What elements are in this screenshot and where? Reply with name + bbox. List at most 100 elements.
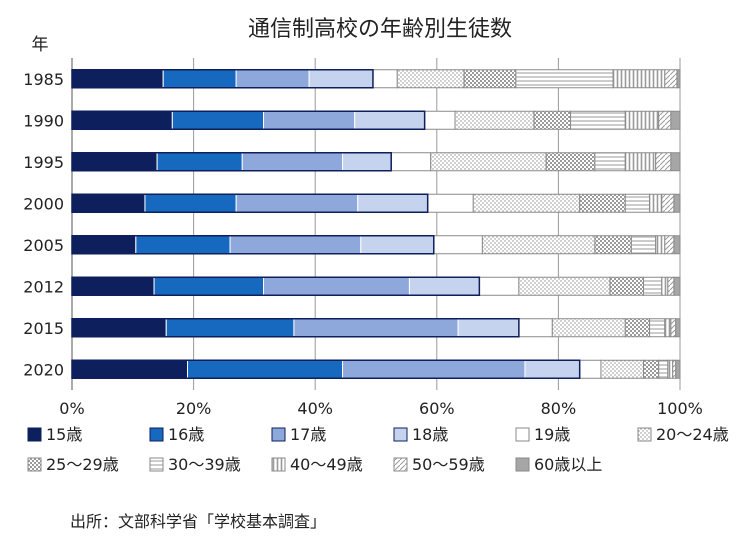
bar-segment (551, 318, 626, 338)
under-19-outline (71, 276, 481, 296)
bar-segment (655, 235, 666, 255)
bar-segment (71, 69, 164, 89)
bar-segment (670, 152, 681, 172)
bar-segment (463, 69, 517, 89)
legend: 15歳 16歳 17歳 18歳 19歳 20～24歳 25～29歳 30～39歳 40～49歳 5… (27, 425, 729, 474)
legend-swatch (515, 427, 530, 442)
bar-segment (630, 235, 657, 255)
legend-swatch (393, 457, 408, 472)
bar-segment (594, 152, 626, 172)
category-label: 2005 (23, 236, 64, 255)
x-tick-label: 0% (59, 399, 84, 418)
legend-swatch (27, 457, 42, 472)
bar-segment (144, 193, 237, 213)
bar-segment (664, 318, 672, 338)
under-19-outline (71, 318, 520, 338)
gridlines (71, 58, 681, 390)
bar-segment (408, 276, 480, 296)
legend-label: 60歳以上 (534, 455, 602, 474)
x-tick-label: 100% (657, 399, 703, 418)
bar-segment (649, 193, 663, 213)
x-tick-label: 60% (419, 399, 455, 418)
bar-segment (673, 235, 681, 255)
bar-segment (675, 318, 681, 338)
legend-label: 40～49歳 (290, 455, 363, 474)
bar-segment (162, 69, 237, 89)
bar-segment (518, 276, 611, 296)
bar-segment (670, 318, 677, 338)
legend-label: 50～59歳 (412, 455, 485, 474)
bar-segment (71, 152, 158, 172)
bar-segment (156, 152, 243, 172)
bar-segment (661, 276, 669, 296)
under-19-outline (71, 69, 374, 89)
bar-segment (600, 359, 645, 379)
bar-segment (658, 110, 672, 130)
category-label: 1990 (23, 111, 64, 130)
bar-segment (372, 69, 398, 89)
bar-segment (71, 359, 189, 379)
legend-swatch (515, 457, 530, 472)
bar-segment (241, 152, 344, 172)
legend-label: 18歳 (412, 425, 448, 444)
chart-title: 通信制高校の年齢別生徒数 (248, 17, 512, 42)
bar-segment (655, 152, 672, 172)
bar-segment (649, 318, 666, 338)
bar-segment (263, 276, 410, 296)
bar-segment (457, 318, 520, 338)
bar-segment (293, 318, 459, 338)
bar-segment (472, 193, 581, 213)
bar-segment (667, 276, 675, 296)
legend-swatch (271, 427, 286, 442)
bar-segment (664, 235, 675, 255)
bar-segment (424, 110, 456, 130)
bar-segment (478, 276, 520, 296)
legend-label: 17歳 (290, 425, 326, 444)
bar-segment (481, 235, 596, 255)
x-tick-label: 40% (297, 399, 333, 418)
bar-segment (545, 152, 596, 172)
x-tick-label: 20% (176, 399, 212, 418)
category-label: 2015 (23, 319, 64, 338)
bar-segment (427, 193, 474, 213)
under-19-outline (71, 359, 581, 379)
bar-segment (360, 235, 435, 255)
category-label: 2000 (23, 194, 64, 213)
bar-segment (667, 359, 674, 379)
legend-swatch (27, 427, 42, 442)
bar-segment (71, 235, 137, 255)
bar-segment (673, 276, 681, 296)
bar-segment (676, 69, 681, 89)
bar-segment (624, 152, 657, 172)
bar-segment (390, 152, 432, 172)
legend-swatch (149, 427, 164, 442)
bar-segment (263, 110, 356, 130)
x-tick-labels: 0% 20% 40% 60% 80% 100% (59, 399, 703, 418)
source-note: 出所：文部科学省「学校基本調査」 (70, 512, 327, 531)
bar-segment (515, 69, 614, 89)
bars (71, 69, 681, 379)
bar-segment (135, 235, 231, 255)
under-19-outline (71, 152, 392, 172)
bar-segment (609, 276, 645, 296)
under-19-outline (71, 110, 426, 130)
x-tick-label: 80% (541, 399, 577, 418)
bar-segment (153, 276, 265, 296)
bar-segment (308, 69, 374, 89)
bar-segment (624, 318, 651, 338)
bar-segment (357, 193, 429, 213)
category-label: 2020 (23, 360, 64, 379)
bar-segment (235, 69, 310, 89)
under-19-outline (71, 235, 435, 255)
legend-swatch (637, 427, 652, 442)
bar-segment (430, 152, 547, 172)
bar-segment (643, 276, 663, 296)
bar-segment (624, 110, 660, 130)
bar-segment (673, 193, 681, 213)
bar-segment (71, 110, 173, 130)
bar-segment (579, 193, 626, 213)
bar-segment (570, 110, 626, 130)
legend-label: 20～24歳 (656, 425, 729, 444)
legend-label: 15歳 (46, 425, 82, 444)
bar-segment (229, 235, 362, 255)
